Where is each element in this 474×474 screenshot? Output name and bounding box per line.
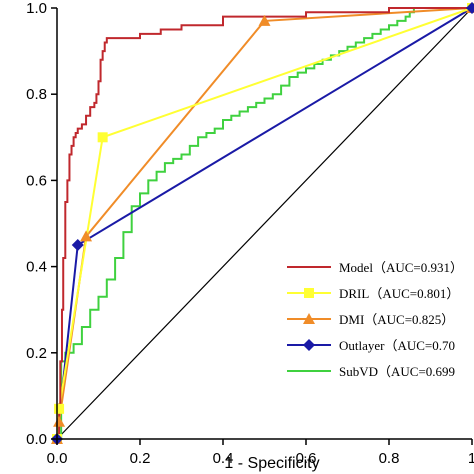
- legend-swatch-marker: [304, 288, 314, 298]
- dril-point-marker: [54, 403, 65, 414]
- dmi-point-marker: [258, 14, 271, 26]
- legend-item-subvd: SubVD（AUC=0.699: [287, 364, 455, 379]
- x-tick-label: 0.8: [379, 450, 400, 467]
- series-line-subvd: [57, 7, 472, 440]
- x-tick-label: 0.0: [47, 450, 68, 467]
- legend-item-dmi: DMI（AUC=0.825）: [287, 312, 454, 327]
- outlayer-point-marker: [466, 2, 474, 14]
- legend-swatch-marker: [303, 339, 315, 351]
- legend-item-outlayer: Outlayer（AUC=0.70: [287, 338, 455, 353]
- legend-label: Outlayer（AUC=0.70: [339, 338, 455, 353]
- legend-label: DRIL（AUC=0.801）: [339, 286, 459, 301]
- legend-label: SubVD（AUC=0.699: [339, 364, 455, 379]
- dmi-point-marker: [53, 415, 66, 427]
- x-axis-title: 1 - Specificity: [224, 455, 319, 472]
- y-tick-label: 0.6: [26, 172, 47, 189]
- axes: 0.0 0.2 0.4 0.6 0.8 1 0.0 0.2 0.4 0.6 0.8 1.0: [26, 0, 474, 467]
- y-tick-label: 0.2: [26, 345, 47, 362]
- legend-label: Model（AUC=0.931）: [339, 260, 463, 275]
- series-line-model: [57, 7, 472, 440]
- reference-diagonal: [56, 7, 473, 440]
- y-tick-label: 1.0: [26, 0, 47, 17]
- x-tick-label: 0.6: [296, 450, 317, 467]
- dril-point-marker: [97, 132, 108, 143]
- y-tick-label: 0.4: [26, 259, 47, 276]
- x-tick-label: 0.2: [130, 450, 151, 467]
- x-tick-label: 1: [468, 450, 474, 467]
- outlayer-point-marker: [71, 239, 84, 252]
- y-tick-label: 0.8: [26, 86, 47, 103]
- dmi-point-marker: [80, 230, 93, 242]
- legend-label: DMI（AUC=0.825）: [339, 312, 454, 327]
- y-tick-label: 0.0: [26, 431, 47, 448]
- legend-item-model: Model（AUC=0.931）: [287, 260, 463, 275]
- legend-swatch-marker: [303, 313, 315, 324]
- x-tick-label: 0.4: [213, 450, 234, 467]
- plot-area: [51, 2, 474, 445]
- legend: Model（AUC=0.931） DRIL（AUC=0.801） DMI（AUC=0…: [287, 260, 463, 379]
- legend-item-dril: DRIL（AUC=0.801）: [287, 286, 459, 301]
